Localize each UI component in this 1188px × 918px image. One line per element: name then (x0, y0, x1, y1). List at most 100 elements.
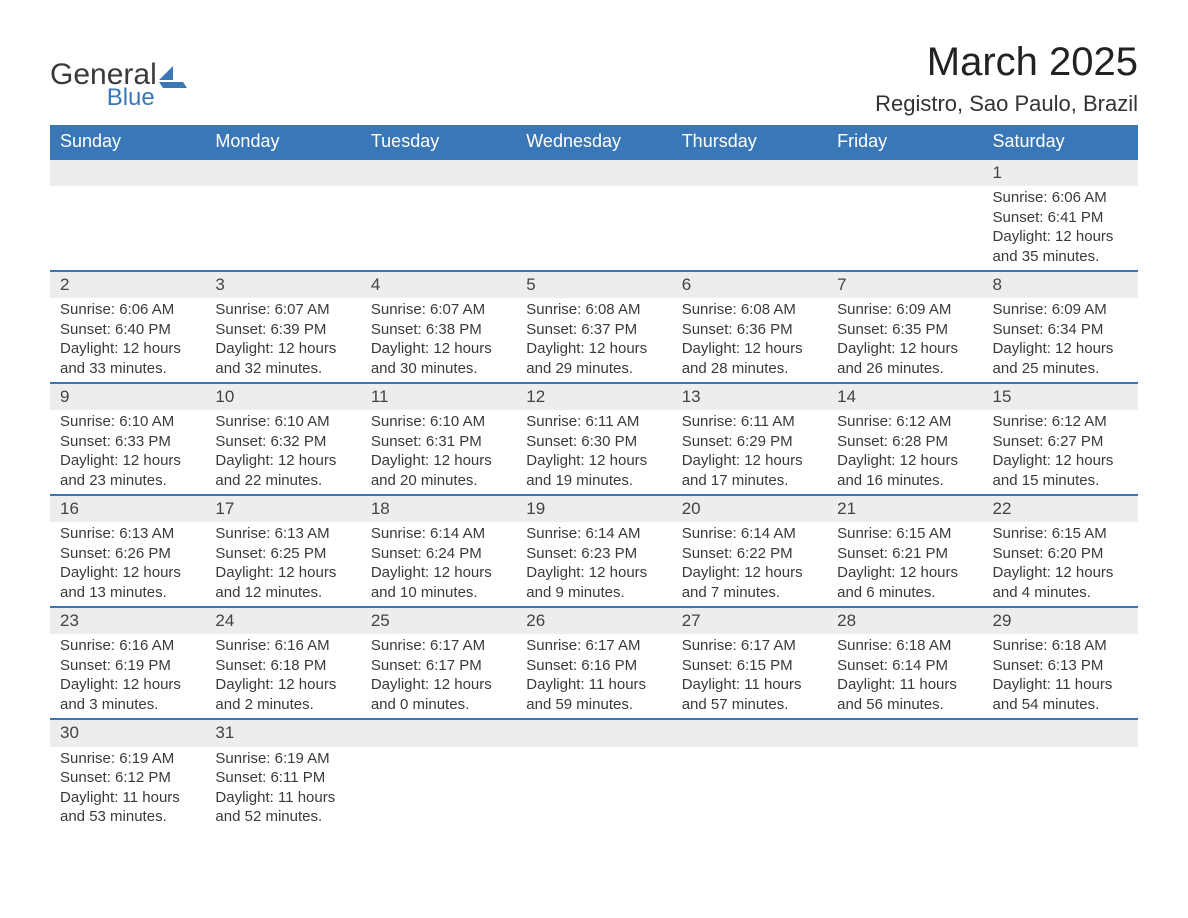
sunset-text: Sunset: 6:27 PM (993, 432, 1128, 452)
sunset-text: Sunset: 6:38 PM (371, 320, 506, 340)
day-data-cell (361, 186, 516, 271)
day-number-row: 1 (50, 159, 1138, 186)
day-number-cell: 4 (361, 271, 516, 298)
daylight-text: and 25 minutes. (993, 359, 1128, 379)
daylight-text: Daylight: 11 hours (526, 675, 661, 695)
sunrise-text: Sunrise: 6:13 AM (215, 524, 350, 544)
day-number-cell: 30 (50, 719, 205, 746)
day-data-cell: Sunrise: 6:06 AMSunset: 6:41 PMDaylight:… (983, 186, 1138, 271)
sunset-text: Sunset: 6:24 PM (371, 544, 506, 564)
sunrise-text: Sunrise: 6:08 AM (526, 300, 661, 320)
weekday-header: Wednesday (516, 125, 671, 159)
day-number-cell: 27 (672, 607, 827, 634)
day-number-cell: 5 (516, 271, 671, 298)
daylight-text: Daylight: 12 hours (60, 339, 195, 359)
sunrise-text: Sunrise: 6:06 AM (60, 300, 195, 320)
sunset-text: Sunset: 6:29 PM (682, 432, 817, 452)
sunset-text: Sunset: 6:20 PM (993, 544, 1128, 564)
month-title: March 2025 (875, 40, 1138, 85)
sunrise-text: Sunrise: 6:09 AM (837, 300, 972, 320)
day-data-cell: Sunrise: 6:16 AMSunset: 6:18 PMDaylight:… (205, 634, 360, 719)
day-data-cell (672, 186, 827, 271)
daylight-text: and 59 minutes. (526, 695, 661, 715)
sunrise-text: Sunrise: 6:19 AM (215, 749, 350, 769)
daylight-text: and 12 minutes. (215, 583, 350, 603)
sunrise-text: Sunrise: 6:09 AM (993, 300, 1128, 320)
day-data-cell (516, 186, 671, 271)
daylight-text: Daylight: 12 hours (371, 451, 506, 471)
day-data-cell: Sunrise: 6:18 AMSunset: 6:14 PMDaylight:… (827, 634, 982, 719)
sunset-text: Sunset: 6:26 PM (60, 544, 195, 564)
daylight-text: Daylight: 12 hours (837, 563, 972, 583)
day-data-cell: Sunrise: 6:10 AMSunset: 6:31 PMDaylight:… (361, 410, 516, 495)
daylight-text: and 54 minutes. (993, 695, 1128, 715)
daylight-text: and 23 minutes. (60, 471, 195, 491)
day-data-cell: Sunrise: 6:07 AMSunset: 6:38 PMDaylight:… (361, 298, 516, 383)
day-number-cell: 6 (672, 271, 827, 298)
day-number-cell: 12 (516, 383, 671, 410)
day-number-cell (827, 719, 982, 746)
day-number-cell: 16 (50, 495, 205, 522)
daylight-text: and 13 minutes. (60, 583, 195, 603)
day-number-cell: 1 (983, 159, 1138, 186)
sunrise-text: Sunrise: 6:18 AM (993, 636, 1128, 656)
daylight-text: Daylight: 12 hours (837, 339, 972, 359)
sunset-text: Sunset: 6:25 PM (215, 544, 350, 564)
daylight-text: Daylight: 12 hours (60, 563, 195, 583)
day-number-cell: 26 (516, 607, 671, 634)
day-data-cell (50, 186, 205, 271)
day-number-cell: 24 (205, 607, 360, 634)
sunset-text: Sunset: 6:35 PM (837, 320, 972, 340)
sail-icon (159, 66, 187, 88)
day-number-cell (983, 719, 1138, 746)
location: Registro, Sao Paulo, Brazil (875, 91, 1138, 117)
day-number-cell: 17 (205, 495, 360, 522)
day-data-cell: Sunrise: 6:13 AMSunset: 6:25 PMDaylight:… (205, 522, 360, 607)
day-number-cell: 21 (827, 495, 982, 522)
day-number-row: 16171819202122 (50, 495, 1138, 522)
day-number-cell: 8 (983, 271, 1138, 298)
day-number-cell (672, 159, 827, 186)
day-data-cell: Sunrise: 6:10 AMSunset: 6:32 PMDaylight:… (205, 410, 360, 495)
day-number-cell (516, 719, 671, 746)
day-data-row: Sunrise: 6:16 AMSunset: 6:19 PMDaylight:… (50, 634, 1138, 719)
calendar-body: 1 Sunrise: 6:06 AMSunset: 6:41 PMDayligh… (50, 159, 1138, 831)
daylight-text: and 22 minutes. (215, 471, 350, 491)
sunset-text: Sunset: 6:31 PM (371, 432, 506, 452)
daylight-text: and 6 minutes. (837, 583, 972, 603)
sunset-text: Sunset: 6:32 PM (215, 432, 350, 452)
day-data-cell: Sunrise: 6:06 AMSunset: 6:40 PMDaylight:… (50, 298, 205, 383)
sunset-text: Sunset: 6:11 PM (215, 768, 350, 788)
day-number-cell (361, 159, 516, 186)
day-number-cell (672, 719, 827, 746)
calendar-table: SundayMondayTuesdayWednesdayThursdayFrid… (50, 125, 1138, 831)
day-data-cell: Sunrise: 6:08 AMSunset: 6:36 PMDaylight:… (672, 298, 827, 383)
day-data-cell: Sunrise: 6:09 AMSunset: 6:34 PMDaylight:… (983, 298, 1138, 383)
daylight-text: and 2 minutes. (215, 695, 350, 715)
sunset-text: Sunset: 6:37 PM (526, 320, 661, 340)
sunset-text: Sunset: 6:17 PM (371, 656, 506, 676)
day-data-cell: Sunrise: 6:11 AMSunset: 6:30 PMDaylight:… (516, 410, 671, 495)
daylight-text: and 16 minutes. (837, 471, 972, 491)
day-number-cell: 7 (827, 271, 982, 298)
sunrise-text: Sunrise: 6:11 AM (526, 412, 661, 432)
day-data-cell (516, 747, 671, 831)
weekday-header: Sunday (50, 125, 205, 159)
day-number-cell: 11 (361, 383, 516, 410)
daylight-text: Daylight: 12 hours (526, 339, 661, 359)
sunrise-text: Sunrise: 6:10 AM (215, 412, 350, 432)
day-data-cell: Sunrise: 6:07 AMSunset: 6:39 PMDaylight:… (205, 298, 360, 383)
day-data-cell: Sunrise: 6:12 AMSunset: 6:28 PMDaylight:… (827, 410, 982, 495)
sunrise-text: Sunrise: 6:14 AM (526, 524, 661, 544)
daylight-text: and 0 minutes. (371, 695, 506, 715)
day-data-row: Sunrise: 6:19 AMSunset: 6:12 PMDaylight:… (50, 747, 1138, 831)
sunrise-text: Sunrise: 6:17 AM (526, 636, 661, 656)
sunrise-text: Sunrise: 6:08 AM (682, 300, 817, 320)
day-data-cell: Sunrise: 6:15 AMSunset: 6:20 PMDaylight:… (983, 522, 1138, 607)
daylight-text: Daylight: 12 hours (371, 675, 506, 695)
sunrise-text: Sunrise: 6:16 AM (215, 636, 350, 656)
day-number-cell: 3 (205, 271, 360, 298)
sunset-text: Sunset: 6:15 PM (682, 656, 817, 676)
weekday-header: Thursday (672, 125, 827, 159)
day-data-cell: Sunrise: 6:16 AMSunset: 6:19 PMDaylight:… (50, 634, 205, 719)
